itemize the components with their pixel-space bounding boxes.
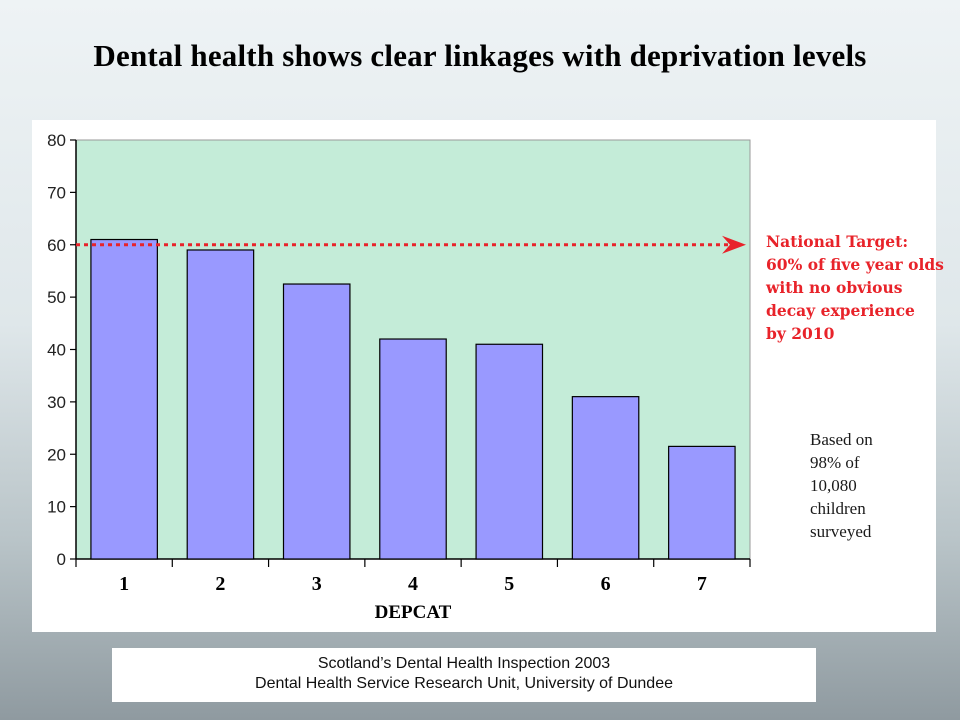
x-tick-label: 3 [312,573,322,595]
sample-note-line: children [810,499,866,518]
x-tick-label: 7 [697,573,707,595]
annotation-line: 60% of five year olds [766,255,944,274]
bar-depcat-6 [571,396,640,560]
bar-chart: 0 10 20 30 40 50 60 70 80 1 2 3 4 5 6 7 DEPCAT [47,131,751,623]
y-tick-label: 50 [47,288,66,307]
sample-note-line: surveyed [810,522,872,541]
annotation-line: National Target: [766,232,909,251]
y-tick-label: 20 [47,445,66,464]
y-tick-label: 30 [47,393,66,412]
chart-panel: 0 10 20 30 40 50 60 70 80 1 2 3 4 5 6 7 DEPCAT National … [32,120,944,632]
citation-line-2: Dental Health Service Research Unit, Uni… [255,675,673,692]
bar-depcat-5 [475,343,544,560]
y-tick-label: 80 [47,131,66,150]
y-tick-label: 60 [47,236,66,255]
citation-line-1: Scotland’s Dental Health Inspection 2003 [317,655,611,672]
bar-depcat-1 [90,238,158,560]
x-axis-label: DEPCAT [375,602,452,623]
y-tick-label: 10 [47,498,66,517]
x-tick-label: 6 [601,573,611,595]
x-tick-label: 1 [119,573,129,595]
y-tick-label: 40 [47,341,66,360]
annotation-line: by 2010 [766,324,835,343]
citation-box: Scotland’s Dental Health Inspection 2003… [112,648,816,702]
target-arrowhead [722,235,746,254]
bar-depcat-7 [668,445,736,560]
x-tick-label: 2 [215,573,225,595]
annotation-line: decay experience [766,301,915,320]
x-tick-label: 5 [504,573,514,595]
y-tick-label: 0 [57,550,66,569]
bar-depcat-2 [186,249,255,560]
sample-note-line: 98% of [810,453,860,472]
sample-note: Based on 98% of 10,080 children surveyed [810,428,920,543]
sample-note-line: 10,080 [810,476,857,495]
sample-note-line: Based on [810,430,873,449]
annotation-line: with no obvious [766,278,903,297]
slide-title: Dental health shows clear linkages with … [93,38,867,73]
x-tick-label: 4 [408,573,418,595]
y-tick-label: 70 [47,183,66,202]
national-target-annotation: National Target: 60% of five year olds w… [766,230,944,345]
bar-depcat-3 [282,283,351,560]
bar-depcat-4 [379,338,447,560]
